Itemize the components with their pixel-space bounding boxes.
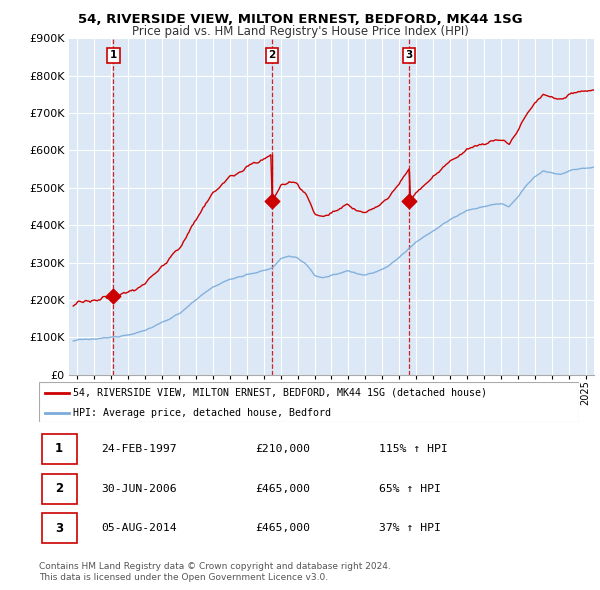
Text: £465,000: £465,000 <box>255 523 310 533</box>
Text: 1: 1 <box>110 50 117 60</box>
FancyBboxPatch shape <box>42 513 77 543</box>
FancyBboxPatch shape <box>42 474 77 504</box>
Point <box>268 196 277 206</box>
Text: 05-AUG-2014: 05-AUG-2014 <box>101 523 177 533</box>
Text: 24-FEB-1997: 24-FEB-1997 <box>101 444 177 454</box>
Text: 2: 2 <box>55 482 63 495</box>
Text: HPI: Average price, detached house, Bedford: HPI: Average price, detached house, Bedf… <box>73 408 331 418</box>
Text: 54, RIVERSIDE VIEW, MILTON ERNEST, BEDFORD, MK44 1SG (detached house): 54, RIVERSIDE VIEW, MILTON ERNEST, BEDFO… <box>73 388 487 398</box>
Text: 37% ↑ HPI: 37% ↑ HPI <box>379 523 441 533</box>
Text: £210,000: £210,000 <box>255 444 310 454</box>
Text: £465,000: £465,000 <box>255 484 310 493</box>
Text: 65% ↑ HPI: 65% ↑ HPI <box>379 484 441 493</box>
Text: 1: 1 <box>55 442 63 455</box>
Text: 115% ↑ HPI: 115% ↑ HPI <box>379 444 448 454</box>
Text: 3: 3 <box>55 522 63 535</box>
Text: 54, RIVERSIDE VIEW, MILTON ERNEST, BEDFORD, MK44 1SG: 54, RIVERSIDE VIEW, MILTON ERNEST, BEDFO… <box>77 13 523 26</box>
Point <box>109 291 118 301</box>
Text: 3: 3 <box>406 50 413 60</box>
Text: Price paid vs. HM Land Registry's House Price Index (HPI): Price paid vs. HM Land Registry's House … <box>131 25 469 38</box>
FancyBboxPatch shape <box>42 434 77 464</box>
Point <box>404 196 414 206</box>
Text: 30-JUN-2006: 30-JUN-2006 <box>101 484 177 493</box>
Text: Contains HM Land Registry data © Crown copyright and database right 2024.
This d: Contains HM Land Registry data © Crown c… <box>39 562 391 582</box>
Text: 2: 2 <box>269 50 276 60</box>
